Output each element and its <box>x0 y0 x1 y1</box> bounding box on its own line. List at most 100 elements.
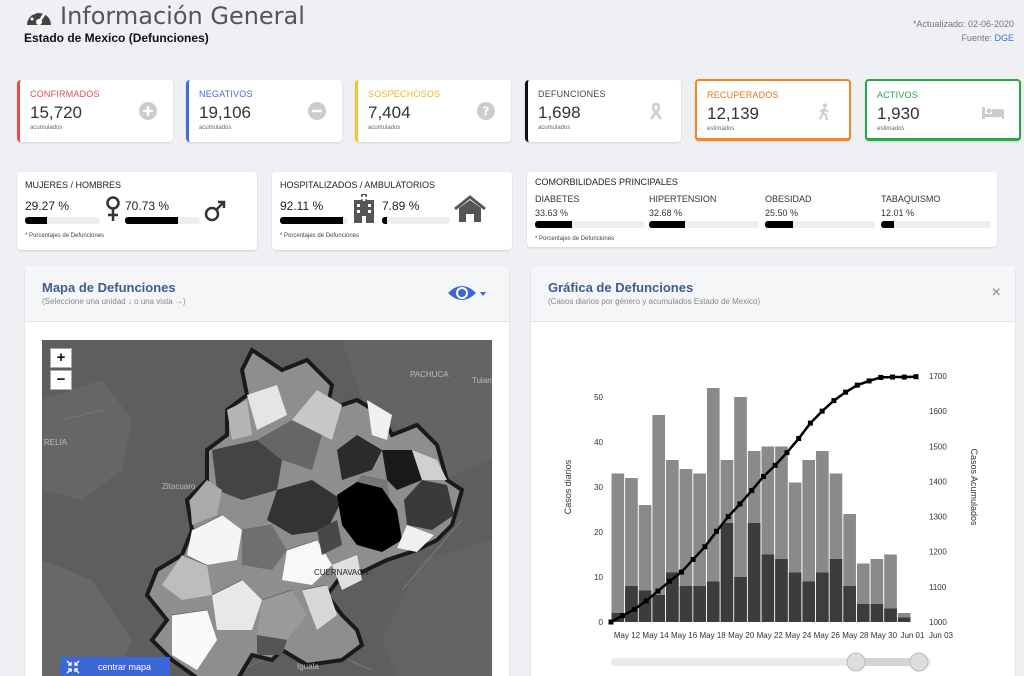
comorbidity-pct: 12.01 % <box>881 208 915 218</box>
y-tick-label: 0 <box>599 618 604 627</box>
bar-total <box>884 554 897 622</box>
bar-total <box>706 388 720 622</box>
women-bar-fill <box>25 217 47 224</box>
bar-dark <box>843 586 856 622</box>
bar-dark <box>652 595 666 622</box>
cumulative-point <box>608 619 614 625</box>
comorbidity-bar <box>881 221 991 228</box>
stat-sub: acumulados <box>199 125 232 131</box>
bar-dark <box>720 523 734 622</box>
stat-card-negativos[interactable]: NEGATIVOS 19,106 acumulados <box>186 80 342 142</box>
chart-panel-title: Gráfica de Defunciones <box>548 280 694 295</box>
men-bar-fill <box>125 217 179 224</box>
comorbidities-label: COMORBILIDADES PRINCIPALES <box>535 177 678 187</box>
x-tick-label: May 22 <box>757 631 784 640</box>
stat-sub: estimados <box>707 126 735 132</box>
stat-sub: estimados <box>877 126 905 132</box>
bar-dark <box>679 586 693 622</box>
cumulative-point <box>843 389 849 395</box>
stat-card-sospechosos[interactable]: SOSPECHOSOS 7,404 acumulados ? <box>355 80 511 142</box>
stat-label: CONFIRMADOS <box>30 89 100 99</box>
stat-value: 12,139 <box>707 104 759 123</box>
comorbidity-bar <box>535 221 645 228</box>
hosp-pct: 92.11 % <box>280 199 324 213</box>
stat-label: NEGATIVOS <box>199 89 253 99</box>
close-button[interactable]: × <box>991 284 1001 301</box>
amb-bar <box>382 217 450 224</box>
zoom-out-button[interactable]: − <box>50 370 72 390</box>
cumulative-point <box>854 382 860 388</box>
stat-card-recuperados[interactable]: RECUPERADOS 12,139 estimados <box>695 79 851 141</box>
page-subtitle: Estado de Mexico (Defunciones) <box>24 31 209 45</box>
stat-value: 7,404 <box>368 103 411 122</box>
cumulative-point <box>807 420 813 426</box>
comorbidity-bar-fill <box>765 221 794 228</box>
cumulative-point <box>667 578 673 584</box>
map-canvas <box>42 340 492 676</box>
comorbidity-bar-fill <box>649 221 685 228</box>
stat-card-activos[interactable]: ACTIVOS 1,930 estimados <box>865 79 1021 141</box>
y2-tick-label: 1100 <box>929 583 947 592</box>
map-panel-header: Mapa de Defunciones (Seleccione una unid… <box>25 266 509 322</box>
comorbidity-name: HIPERTENSION <box>649 194 717 204</box>
deaths-chart: 0 10 20 30 40 50 1000 1100 1200 1300 1400 1500 1600 1… <box>563 372 979 672</box>
stat-value: 1,930 <box>877 104 920 123</box>
stat-label: SOSPECHOSOS <box>368 89 441 99</box>
map-panel-title: Mapa de Defunciones <box>42 280 176 295</box>
stat-card-confirmados[interactable]: CONFIRMADOS 15,720 acumulados <box>17 80 173 142</box>
source-label: Fuente: <box>961 33 992 43</box>
plus-circle-icon <box>139 102 157 120</box>
bar-dark <box>884 608 897 622</box>
hospital-card: HOSPITALIZADOS / AMBULATORIOS 92.11 % 7.… <box>272 172 512 250</box>
bar-dark <box>829 559 843 622</box>
y2-tick-label: 1600 <box>929 407 947 416</box>
source-line: Fuente: DGE <box>913 31 1014 45</box>
comorbidity-name: DIABETES <box>535 194 580 204</box>
y-tick-label: 40 <box>594 438 603 447</box>
y2-tick-label: 1300 <box>929 513 947 522</box>
zoom-in-button[interactable]: + <box>50 348 72 368</box>
men-pct: 70.73 % <box>125 199 170 213</box>
y2-tick-label: 1200 <box>929 548 947 557</box>
comorbidity-bar-fill <box>535 221 572 228</box>
source-link[interactable]: DGE <box>994 33 1014 43</box>
range-slider-selection <box>851 658 916 666</box>
map-panel: Mapa de Defunciones (Seleccione una unid… <box>25 266 509 676</box>
gender-note: * Porcentajes de Defunciones <box>25 233 105 239</box>
map-view[interactable]: + − PACHUCA Tulan RELIA Zitacuaro CUERNA… <box>42 340 492 676</box>
map-label: PACHUCA <box>410 370 449 379</box>
cumulative-point <box>749 488 755 494</box>
comorbidity-diabetes: DIABETES 33.63 % <box>535 194 645 228</box>
page-title: Información General <box>60 2 305 30</box>
view-selector[interactable] <box>447 282 487 306</box>
male-icon <box>204 200 226 222</box>
female-icon <box>106 196 120 221</box>
cumulative-point <box>890 374 896 380</box>
updated-date: *Actualizado: 02-06-2020 <box>912 19 1014 29</box>
range-slider-handle <box>846 652 866 672</box>
chart-panel: Gráfica de Defunciones (Casos diarios po… <box>531 266 1015 676</box>
x-tick-label: May 26 <box>814 631 841 640</box>
bar-dark <box>706 581 720 622</box>
y2-axis-label: Casos Acumulados <box>969 448 979 526</box>
compress-icon <box>66 660 80 674</box>
stat-sub: acumulados <box>30 125 63 131</box>
bar-dark <box>775 559 788 622</box>
y2-tick-label: 1400 <box>929 477 947 486</box>
speedometer-icon <box>27 9 51 25</box>
center-map-button[interactable]: centrar mapa <box>60 657 170 676</box>
y2-tick-label: 1500 <box>929 442 947 451</box>
cumulative-point <box>690 556 696 562</box>
cumulative-point <box>620 613 626 619</box>
map-label: Iguala <box>297 662 319 671</box>
cumulative-point <box>737 501 743 507</box>
stat-card-defunciones[interactable]: DEFUNCIONES 1,698 acumulados <box>525 80 681 142</box>
bar-dark <box>816 572 829 622</box>
stat-label: RECUPERADOS <box>707 90 779 100</box>
women-bar <box>25 217 100 224</box>
bar-dark <box>802 581 816 622</box>
bar-total <box>611 473 625 622</box>
header: Información General Estado de Mexico (De… <box>0 0 1024 60</box>
stat-value: 19,106 <box>199 103 251 122</box>
bar-total <box>693 473 706 622</box>
